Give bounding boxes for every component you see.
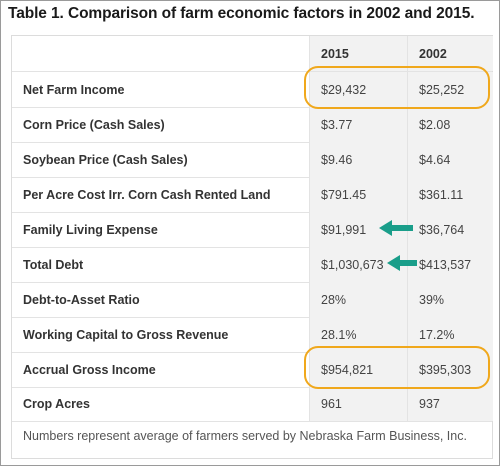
row-label: Working Capital to Gross Revenue [23, 327, 229, 342]
value-2015: $29,432 [321, 82, 367, 97]
row-label: Family Living Expense [23, 222, 158, 237]
table-row: Corn Price (Cash Sales) $3.77 $2.08 [12, 107, 493, 143]
value-2015: 28.1% [321, 327, 357, 342]
arrow-left-icon [379, 220, 413, 236]
row-label: Debt-to-Asset Ratio [23, 292, 140, 307]
value-2002: $413,537 [419, 257, 472, 272]
table-row: Family Living Expense $91,991 $36,764 [12, 212, 493, 248]
table-row: Crop Acres 961 937 [12, 387, 493, 422]
table-row: Debt-to-Asset Ratio 28% 39% [12, 282, 493, 318]
value-2015: 28% [321, 292, 347, 307]
row-label: Soybean Price (Cash Sales) [23, 152, 188, 167]
row-label: Accrual Gross Income [23, 362, 156, 377]
value-2002: 17.2% [419, 327, 455, 342]
table-row: Net Farm Income $29,432 $25,252 [12, 72, 493, 108]
value-2015: $9.46 [321, 152, 353, 167]
table-row: Per Acre Cost Irr. Corn Cash Rented Land… [12, 177, 493, 213]
header-2015: 2015 [321, 46, 349, 61]
header-cell-2015: 2015 [309, 36, 408, 71]
table-footnote: Numbers represent average of farmers ser… [23, 429, 467, 443]
value-2015: $1,030,673 [321, 257, 384, 272]
value-2002: $2.08 [419, 117, 451, 132]
value-2015: $91,991 [321, 222, 367, 237]
value-2002: $395,303 [419, 362, 472, 377]
row-label: Per Acre Cost Irr. Corn Cash Rented Land [23, 187, 271, 202]
value-2015: $954,821 [321, 362, 374, 377]
table-title: Table 1. Comparison of farm economic fac… [8, 5, 475, 22]
value-2002: $25,252 [419, 82, 465, 97]
row-label: Corn Price (Cash Sales) [23, 117, 165, 132]
comparison-table: 2015 2002 Net Farm Income $29,432 $25,25… [11, 35, 493, 459]
value-2015: 961 [321, 397, 342, 411]
value-2015: $3.77 [321, 117, 353, 132]
value-2002: $4.64 [419, 152, 451, 167]
header-cell-label [12, 36, 309, 71]
table-row: Working Capital to Gross Revenue 28.1% 1… [12, 317, 493, 353]
table-row: Accrual Gross Income $954,821 $395,303 [12, 352, 493, 388]
row-label: Crop Acres [23, 397, 90, 411]
arrow-left-icon [387, 255, 417, 271]
header-cell-2002: 2002 [407, 36, 493, 71]
value-2002: $361.11 [419, 187, 464, 202]
value-2002: $36,764 [419, 222, 465, 237]
value-2015: $791.45 [321, 187, 367, 202]
value-2002: 937 [419, 397, 440, 411]
row-label: Total Debt [23, 257, 84, 272]
table-row: Soybean Price (Cash Sales) $9.46 $4.64 [12, 142, 493, 178]
row-label: Net Farm Income [23, 82, 125, 97]
header-2002: 2002 [419, 46, 447, 61]
table-header-row: 2015 2002 [12, 36, 493, 72]
value-2002: 39% [419, 292, 445, 307]
table-row: Total Debt $1,030,673 $413,537 [12, 247, 493, 283]
